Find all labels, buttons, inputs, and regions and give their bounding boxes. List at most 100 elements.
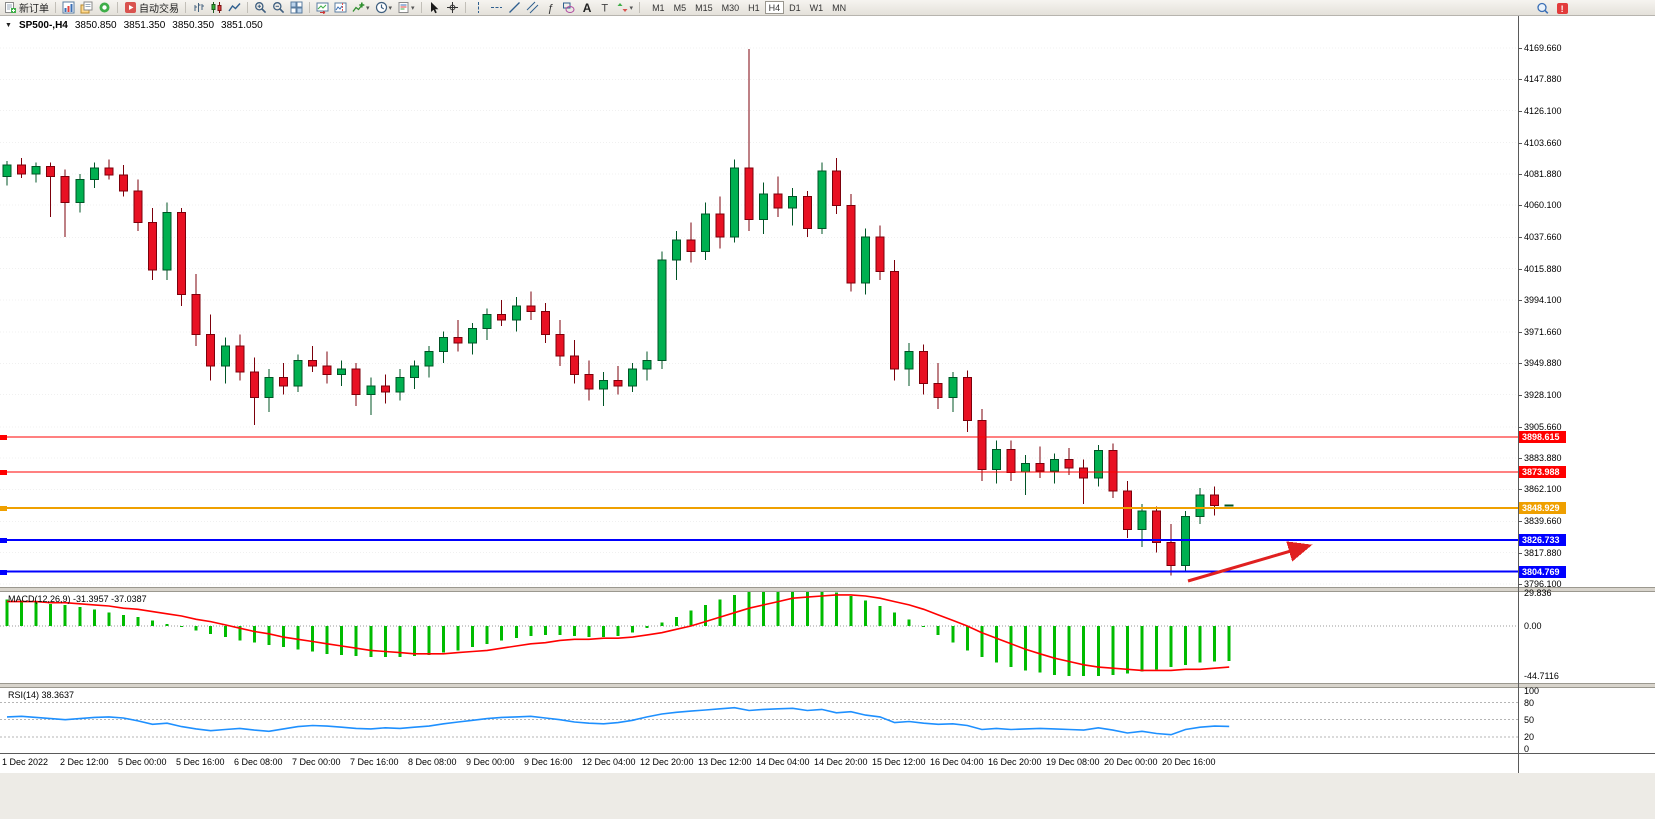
macd-signal-line — [7, 594, 1230, 672]
cursor-button[interactable] — [426, 1, 443, 15]
timeframe-button-m30[interactable]: M30 — [721, 3, 740, 13]
window-background — [0, 773, 1655, 819]
auto-scroll-icon — [316, 2, 329, 14]
svg-text:!: ! — [1561, 4, 1564, 14]
timeframe-button-h4[interactable]: H4 — [764, 1, 785, 14]
trendline-button[interactable] — [506, 1, 523, 15]
charts-button[interactable] — [60, 1, 77, 15]
timeframe-button-h1[interactable]: H1 — [748, 3, 760, 13]
symbol-period-label: SP500-,H4 — [18, 20, 68, 31]
svg-text:T: T — [601, 3, 608, 15]
timeframe-button-w1[interactable]: W1 — [809, 3, 824, 13]
fibonacci-button[interactable]: ƒ — [542, 1, 559, 15]
auto-scroll-button[interactable] — [314, 1, 331, 15]
timeframe-group: M1 M5 M15 M30 H1 H4 D1 W1 MN — [648, 1, 850, 14]
notification-button[interactable]: ! — [1554, 1, 1571, 15]
price-gridlines — [0, 47, 1518, 585]
bar-chart-icon — [194, 3, 204, 12]
templates-button[interactable]: ▾ — [395, 1, 417, 15]
new-order-button[interactable]: 新订单 — [2, 1, 51, 15]
quote-collapse-icon[interactable]: ▼ — [5, 22, 12, 29]
channel-icon — [526, 1, 538, 14]
chart-shift-icon — [334, 2, 347, 13]
timeframe-button-d1[interactable]: D1 — [789, 3, 801, 13]
chart-shift-button[interactable] — [332, 1, 349, 15]
toolbar: 新订单 自动交易 ▾ ▾ ▾ ƒ A T ▾ M1 M5 M15 M30 H1 H4 D1 W1 MN ! — [0, 0, 1655, 16]
time-axis[interactable] — [0, 753, 1655, 773]
new-order-button-label: 新订单 — [19, 4, 49, 15]
shapes-button[interactable] — [560, 1, 577, 15]
zoom-out-button[interactable] — [270, 1, 287, 15]
templates-icon — [398, 2, 409, 13]
profiles-button[interactable] — [78, 1, 95, 15]
tile-windows-icon — [290, 1, 303, 14]
toolbar-right: ! — [1534, 1, 1571, 15]
panel-splitter[interactable] — [0, 587, 1655, 592]
timeframe-button-mn[interactable]: MN — [832, 3, 847, 13]
arrows-button[interactable]: ▾ — [614, 1, 636, 15]
timeframe-button-m15[interactable]: M15 — [695, 3, 713, 13]
main-price-chart[interactable] — [0, 16, 1518, 588]
text-label-button[interactable]: T — [596, 1, 613, 15]
horizontal-lines — [0, 436, 1518, 573]
channel-button[interactable] — [524, 1, 541, 15]
chevron-down-icon: ▾ — [366, 4, 370, 12]
alerts-button[interactable] — [96, 1, 113, 15]
axis-divider — [1518, 16, 1519, 773]
cursor-icon — [430, 2, 438, 14]
chart-window-icon — [62, 1, 75, 14]
indicators-icon — [352, 2, 365, 12]
trendline-icon — [508, 2, 520, 13]
rsi-line — [6, 706, 1230, 736]
label-icon: T — [601, 3, 608, 15]
timeframe-button-m5[interactable]: M5 — [673, 3, 687, 13]
bar-chart-button[interactable] — [190, 1, 207, 15]
line-chart-button[interactable] — [226, 1, 243, 15]
arrows-icon — [617, 3, 628, 12]
periods-icon — [375, 1, 387, 14]
toolbar-separator — [464, 2, 466, 13]
chevron-down-icon: ▾ — [629, 4, 634, 12]
macd-label: MACD(12,26,9) -31.3957 -37.0387 — [8, 594, 147, 604]
quote-high: 3851.350 — [123, 20, 166, 31]
toolbar-separator — [639, 2, 641, 13]
crosshair-button[interactable] — [444, 1, 461, 15]
tile-windows-button[interactable] — [288, 1, 305, 15]
quote-bar[interactable]: ▼ SP500-,H4 3850.850 3851.350 3850.350 3… — [5, 20, 263, 31]
macd-panel[interactable] — [0, 592, 1518, 683]
autotrade-button-label: 自动交易 — [139, 4, 179, 15]
vline-icon — [477, 2, 479, 13]
toolbar-separator — [55, 2, 56, 13]
sound-icon — [99, 2, 110, 13]
zoom-in-button[interactable] — [252, 1, 269, 15]
toolbar-separator — [185, 2, 186, 13]
svg-text:A: A — [582, 1, 591, 14]
chevron-down-icon: ▾ — [411, 4, 415, 12]
price-axis[interactable] — [1519, 16, 1655, 773]
vertical-line-button[interactable] — [470, 1, 487, 15]
rsi-label: RSI(14) 38.3637 — [8, 690, 75, 700]
timeframe-button-m1[interactable]: M1 — [652, 3, 665, 13]
autotrade-button[interactable]: 自动交易 — [122, 1, 181, 15]
text-icon: A — [582, 1, 591, 14]
trend-arrow-annotation — [1187, 541, 1313, 583]
zoom-in-icon — [255, 2, 267, 14]
svg-text:ƒ: ƒ — [547, 3, 553, 15]
rsi-panel[interactable] — [0, 688, 1518, 753]
profiles-icon — [80, 1, 93, 14]
indicators-button[interactable]: ▾ — [350, 1, 372, 15]
text-button[interactable]: A — [578, 1, 595, 15]
toolbar-buttons: 新订单 自动交易 ▾ ▾ ▾ ƒ A T ▾ — [2, 1, 643, 15]
chevron-down-icon: ▾ — [388, 4, 393, 12]
quick-search-icon — [1537, 2, 1549, 14]
toolbar-separator — [309, 2, 310, 13]
autotrade-icon — [125, 2, 136, 13]
candlestick-button[interactable] — [208, 1, 225, 15]
candlestick-icon — [211, 2, 222, 13]
quick-search-button[interactable] — [1534, 1, 1551, 15]
crosshair-icon — [446, 2, 458, 13]
periods-button[interactable]: ▾ — [373, 1, 395, 15]
toolbar-separator — [117, 2, 118, 13]
horizontal-line-button[interactable] — [488, 1, 505, 15]
panel-splitter[interactable] — [0, 683, 1655, 688]
